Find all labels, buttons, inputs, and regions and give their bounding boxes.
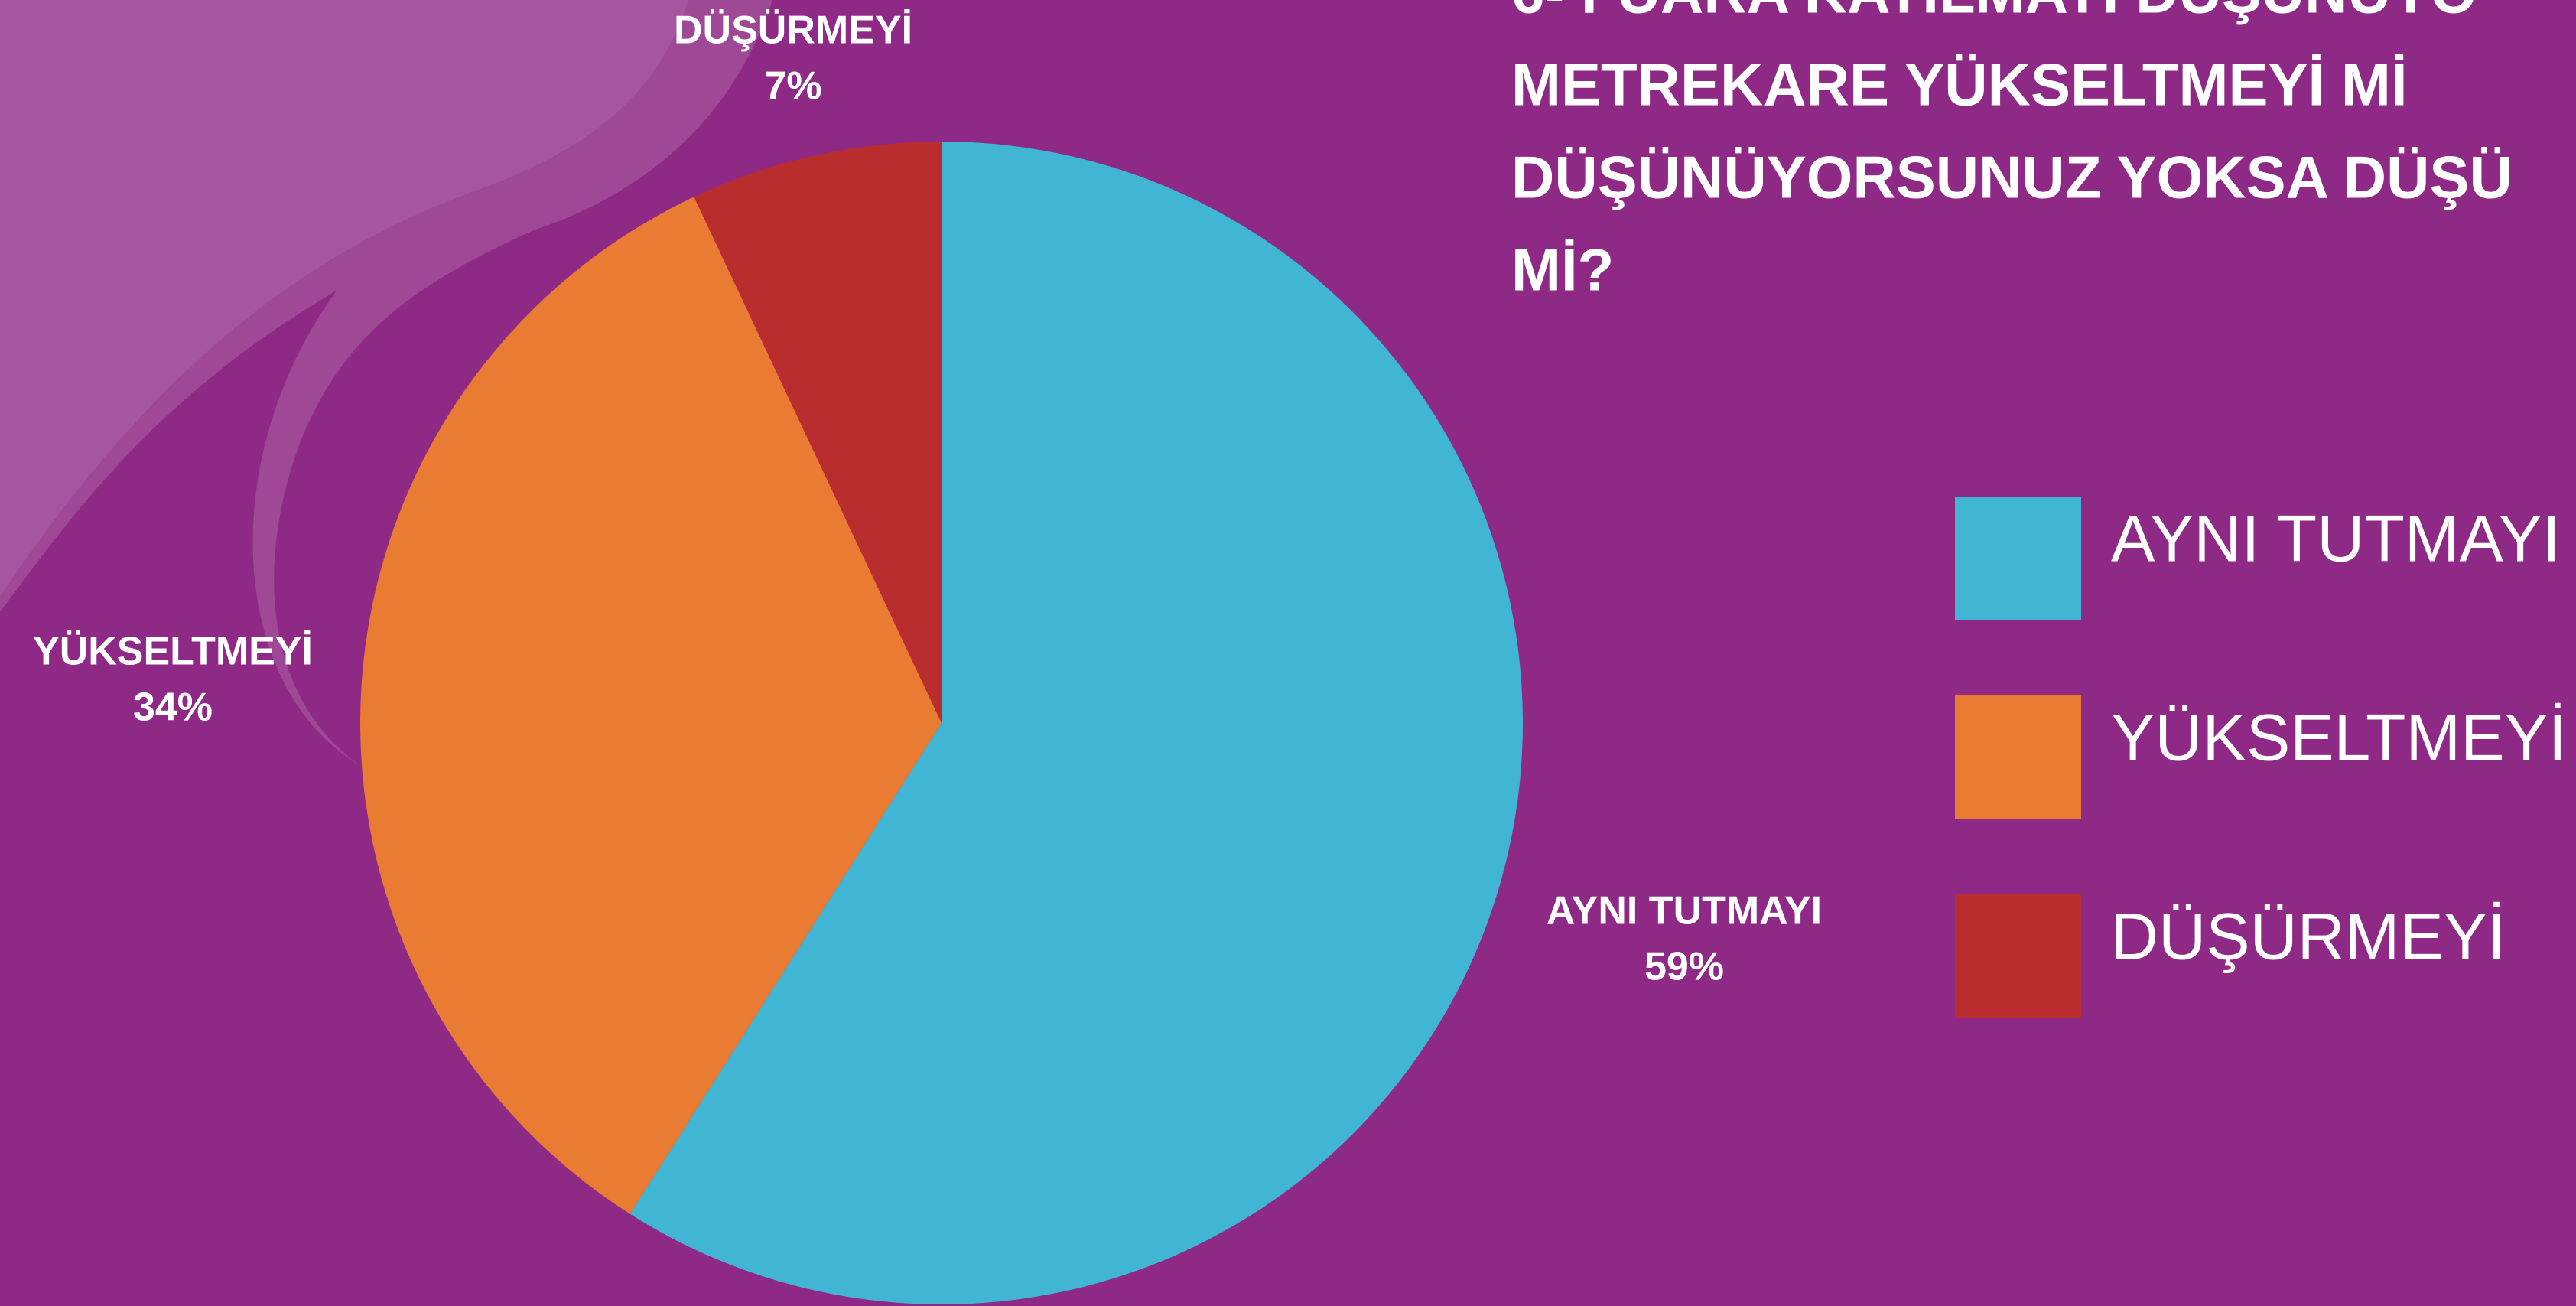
pie-slice bbox=[629, 142, 1524, 1304]
pie-slice bbox=[360, 197, 942, 1214]
title-line: 6- FUARA KATILMAYI DÜŞÜNÜYO bbox=[1511, 0, 2477, 26]
legend-label: YÜKSELTMEYİ bbox=[2111, 702, 2567, 775]
legend-swatch bbox=[1955, 894, 2081, 1018]
legend-swatch bbox=[1955, 695, 2081, 819]
title-line: DÜŞÜNÜYORSUNUZ YOKSA DÜŞÜ bbox=[1511, 144, 2513, 211]
data-labels: AYNI TUTMAYI 59% YÜKSELTMEYİ 34% DÜŞÜRMEYİ 7% bbox=[33, 8, 1822, 989]
title-line: Mİ? bbox=[1511, 236, 1614, 304]
data-label-name: AYNI TUTMAYI bbox=[1547, 889, 1822, 933]
legend: AYNI TUTMAYI YÜKSELTMEYİ DÜŞÜRMEYİ bbox=[1955, 497, 2567, 1018]
decor-swoosh-inner bbox=[0, 0, 688, 597]
decor-swoosh bbox=[0, 0, 772, 765]
data-label-name: DÜŞÜRMEYİ bbox=[674, 8, 912, 53]
data-label-name: YÜKSELTMEYİ bbox=[33, 630, 313, 674]
data-label-value: 7% bbox=[764, 64, 821, 109]
data-label-value: 34% bbox=[133, 686, 213, 730]
legend-swatch bbox=[1955, 497, 2081, 620]
title: 6- FUARA KATILMAYI DÜŞÜNÜYO METREKARE YÜK… bbox=[1511, 0, 2513, 304]
title-line: METREKARE YÜKSELTMEYİ Mİ bbox=[1511, 51, 2408, 119]
data-label-value: 59% bbox=[1644, 945, 1724, 989]
legend-label: AYNI TUTMAYI bbox=[2111, 503, 2561, 576]
legend-label: DÜŞÜRMEYİ bbox=[2111, 901, 2506, 974]
pie-slice bbox=[694, 142, 942, 723]
pie bbox=[360, 142, 1524, 1304]
